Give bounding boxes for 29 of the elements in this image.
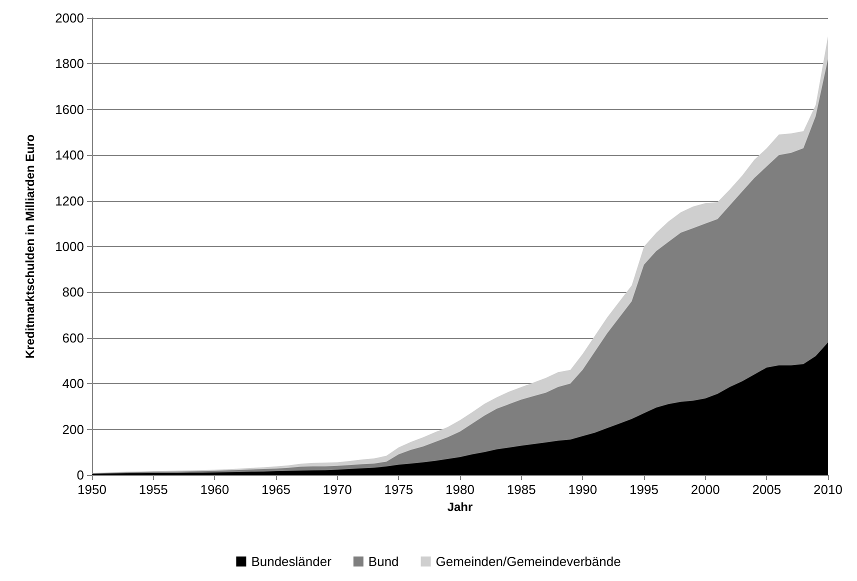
- x-tick-label: 2010: [814, 482, 842, 497]
- y-tick-label: 800: [62, 284, 84, 300]
- x-tick-label: 2005: [752, 482, 782, 497]
- x-tick-label: 1980: [446, 482, 474, 497]
- y-tick-label: 1400: [55, 148, 84, 163]
- x-tick-label: 1975: [384, 482, 414, 497]
- x-tick-label: 1960: [200, 482, 230, 497]
- x-tick-label: 1965: [262, 482, 290, 497]
- x-axis-title: Jahr: [447, 500, 473, 514]
- y-tick-label: 600: [62, 330, 84, 346]
- legend-label: Gemeinden/Gemeindeverbände: [436, 554, 621, 569]
- y-tick-label: 1000: [55, 239, 84, 254]
- x-tick-label: 1950: [78, 482, 106, 497]
- y-tick-label: 2000: [55, 10, 84, 26]
- y-tick-label: 0: [76, 468, 84, 482]
- x-tick-label: 1970: [322, 482, 352, 497]
- y-tick-label: 1600: [55, 102, 84, 117]
- y-tick-label: 1800: [55, 56, 84, 72]
- x-tick-label: 1985: [506, 482, 536, 497]
- y-tick-label: 200: [62, 422, 84, 437]
- legend-label: Bundesländer: [251, 554, 332, 569]
- x-tick-label: 1955: [138, 482, 168, 497]
- legend-label: Bund: [368, 554, 399, 569]
- y-tick-label: 400: [62, 376, 84, 392]
- x-tick-label: 1990: [568, 482, 598, 497]
- y-axis-title: Kreditmarktschulden in Milliarden Euro: [23, 134, 37, 359]
- x-tick-label: 1995: [630, 482, 658, 497]
- x-tick-label: 2000: [690, 482, 720, 497]
- y-tick-label: 1200: [55, 193, 84, 208]
